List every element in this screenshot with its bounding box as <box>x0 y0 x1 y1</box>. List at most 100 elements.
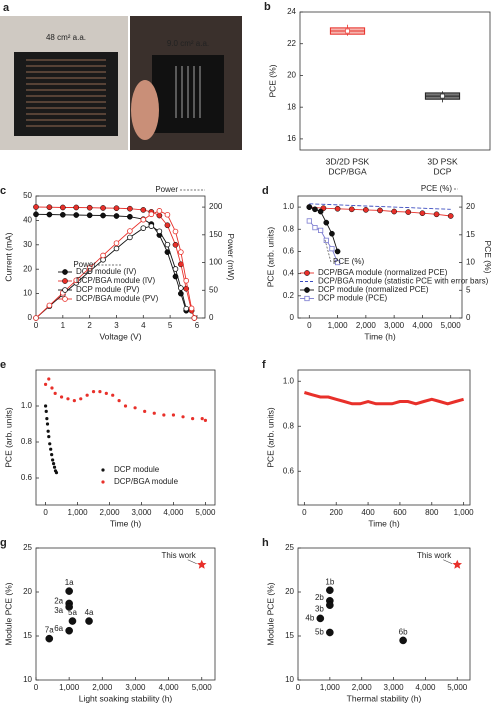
panel-c: c 0 10 20 30 40 50 0 50 100 150 200 0 1 2 3 4 5 6 Voltage (… <box>0 185 236 341</box>
marker <box>50 453 54 457</box>
marker <box>86 204 93 211</box>
marker <box>334 259 341 266</box>
marker <box>100 212 106 219</box>
point-label: 7a <box>45 626 54 635</box>
legend-marker <box>304 295 310 302</box>
x-tick-label: 1,000 <box>59 683 80 692</box>
y-tick-label: 15 <box>285 631 294 640</box>
x-tick-label: 2,000 <box>100 508 121 517</box>
plot-frame <box>299 11 491 151</box>
panel-f: f 0.6 0.8 1.0 0 200 400 600 800 1,000 Time (h) PCE … <box>262 359 474 528</box>
annotation: Power <box>73 260 96 269</box>
x-tick-label: 5,000 <box>192 683 213 692</box>
point-label: 4b <box>305 614 314 623</box>
y-tick-label: 15 <box>23 631 32 640</box>
y2-tick-label: 150 <box>209 230 223 239</box>
y-tick-label: 10 <box>23 289 32 298</box>
y-tick-label: 25 <box>285 543 294 552</box>
marker <box>140 225 147 231</box>
x-tick-label: 200 <box>330 508 344 517</box>
panel-d: d 0 0.2 0.4 0.6 0.8 1.0 0 5 10 15 20 0 1,000 2,000 3,00… <box>262 184 493 341</box>
x-tick-label: 2,000 <box>352 683 373 692</box>
module <box>14 52 118 136</box>
marker <box>59 211 66 218</box>
marker <box>73 212 80 218</box>
legend-label: DCP/BGA module (IV) <box>76 276 155 285</box>
x-tick-label: 1 <box>61 321 66 330</box>
marker <box>326 601 334 610</box>
legend-marker <box>62 296 68 302</box>
marker <box>86 212 93 219</box>
marker <box>419 210 426 217</box>
x-tick-label: 800 <box>425 508 439 517</box>
marker <box>156 212 163 219</box>
y-tick-label: 0.2 <box>283 291 295 300</box>
marker <box>73 204 80 211</box>
point-label: 4a <box>85 608 94 617</box>
marker <box>197 559 207 569</box>
marker <box>59 395 64 399</box>
y2-tick-label: 50 <box>209 285 218 294</box>
y-tick-label: 0.8 <box>283 224 295 233</box>
y2-axis-label: PCE (%) <box>483 240 493 273</box>
marker <box>123 404 128 408</box>
marker <box>59 204 66 211</box>
y2-tick-label: 20 <box>466 202 475 211</box>
marker <box>127 234 133 241</box>
y2-tick-label: 0 <box>466 313 471 322</box>
point-label: This work <box>417 551 452 560</box>
y2-tick-label: 100 <box>209 258 223 267</box>
marker <box>191 417 195 421</box>
x-tick-label: 3 <box>114 321 119 330</box>
x-tick-label: 5,000 <box>447 683 468 692</box>
x-tick-label: 3,000 <box>131 508 152 517</box>
x-tick-label: 2 <box>87 321 92 330</box>
marker <box>156 228 163 235</box>
y2-tick-label: 10 <box>466 258 475 267</box>
panel-g: g 10 15 20 25 0 1,000 2,000 3,000 4,000 5,000 Light… <box>0 537 216 703</box>
point-label: 3a <box>54 606 63 615</box>
point-label: 3b <box>315 604 324 613</box>
legend-marker <box>62 269 68 275</box>
x-tick-label: 4,000 <box>415 683 436 692</box>
y-tick-label: 22 <box>287 39 296 48</box>
panel-e: e 0.6 0.8 1.0 0 1,000 2,000 3,000 4,000 5,000 Time… <box>0 359 216 528</box>
panel-label: b <box>264 1 271 13</box>
marker <box>306 218 312 224</box>
arrow <box>324 239 332 263</box>
panel-h: h 10 15 20 25 0 1,000 2,000 3,000 4,000 5,000 Therm… <box>262 537 471 703</box>
x-tick-label: 5,000 <box>441 321 462 330</box>
x-axis-label: Voltage (V) <box>99 331 141 341</box>
marker <box>203 418 208 422</box>
marker <box>162 413 166 417</box>
marker <box>178 285 184 291</box>
x-tick-label: 0 <box>34 321 39 330</box>
marker <box>52 465 57 469</box>
y-tick-label: 50 <box>23 191 32 200</box>
marker <box>85 393 89 397</box>
marker <box>191 315 198 321</box>
marker <box>111 393 115 397</box>
marker <box>172 228 179 235</box>
panel-a-photo: a 48 cm² a.a. 9.0 cm² a.a. <box>0 2 242 150</box>
panel-label: d <box>262 185 269 197</box>
point-label: 1a <box>65 578 74 587</box>
legend-marker <box>101 480 105 484</box>
x-tick-label: DCP <box>434 166 452 176</box>
legend-label: DCP module (PCE) <box>318 294 388 303</box>
marker <box>65 603 73 611</box>
x-tick-label: 6 <box>195 321 200 330</box>
legend-marker <box>62 278 68 284</box>
marker <box>66 397 70 401</box>
y-tick-label: 20 <box>287 71 296 80</box>
y-tick-label: 0.6 <box>283 466 295 475</box>
marker <box>100 205 106 211</box>
marker <box>44 409 48 413</box>
point-label: 6b <box>399 628 408 637</box>
marker <box>164 222 171 229</box>
marker <box>33 204 39 210</box>
marker <box>133 406 137 410</box>
marker <box>45 417 49 421</box>
y-axis-label: PCE (%) <box>267 64 277 97</box>
